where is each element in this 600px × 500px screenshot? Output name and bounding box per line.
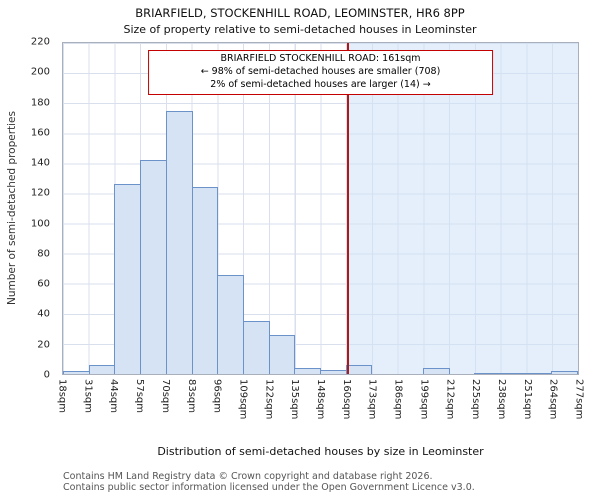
bar-251sqm	[525, 372, 553, 374]
x-tick-251sqm: 251sqm	[521, 379, 533, 420]
marker-line	[347, 43, 349, 374]
x-tick-18sqm: 18sqm	[56, 379, 68, 414]
x-tick-70sqm: 70sqm	[159, 379, 171, 414]
x-tick-186sqm: 186sqm	[392, 379, 404, 420]
x-tick-173sqm: 173sqm	[366, 379, 378, 420]
chart-subtitle: Size of property relative to semi-detach…	[123, 23, 477, 36]
annotation-line-1: BRIARFIELD STOCKENHILL ROAD: 161sqm	[220, 53, 421, 64]
x-tick-264sqm: 264sqm	[547, 379, 559, 420]
y-tick-180: 180	[30, 97, 50, 109]
y-tick-40: 40	[37, 308, 50, 320]
x-tick-labels: 18sqm 31sqm 44sqm 57sqm 70sqm 83sqm 96sqm 109sq…	[57, 379, 585, 443]
y-tick-140: 140	[30, 157, 50, 169]
x-tick-109sqm: 109sqm	[237, 379, 249, 420]
bar-160sqm	[345, 364, 373, 374]
x-tick-96sqm: 96sqm	[211, 379, 223, 414]
x-tick-238sqm: 238sqm	[495, 379, 507, 420]
bar-148sqm	[320, 369, 347, 374]
y-tick-220: 220	[30, 36, 50, 48]
footer-line-2: Contains public sector information licen…	[63, 482, 475, 494]
footer: Contains HM Land Registry data © Crown c…	[63, 471, 475, 494]
bar-44sqm	[114, 184, 142, 374]
y-tick-0: 0	[43, 369, 50, 381]
bar-57sqm	[140, 160, 167, 374]
y-tick-80: 80	[37, 248, 50, 260]
y-tick-60: 60	[37, 278, 50, 290]
x-tick-31sqm: 31sqm	[82, 379, 94, 414]
x-tick-148sqm: 148sqm	[315, 379, 326, 420]
x-tick-122sqm: 122sqm	[263, 379, 275, 420]
x-tick-225sqm: 225sqm	[470, 379, 482, 420]
bar-199sqm	[422, 367, 450, 374]
y-tick-200: 200	[30, 66, 50, 78]
bar-225sqm	[474, 372, 501, 374]
x-tick-44sqm: 44sqm	[108, 379, 120, 414]
x-tick-199sqm: 199sqm	[418, 379, 430, 420]
x-tick-212sqm: 212sqm	[444, 379, 456, 420]
y-tick-120: 120	[30, 187, 50, 199]
bar-18sqm	[63, 371, 90, 374]
bar-83sqm	[191, 187, 219, 374]
bar-264sqm	[551, 371, 579, 374]
footer-line-1: Contains HM Land Registry data © Crown c…	[63, 471, 433, 482]
bar-70sqm	[165, 110, 193, 374]
x-axis-title: Distribution of semi-detached houses by …	[157, 445, 484, 458]
y-tick-labels: 0 20 40 60 80 100 120 140 160 180 200 220	[0, 37, 56, 381]
bar-238sqm	[499, 372, 527, 374]
x-tick-277sqm: 277sqm	[573, 379, 585, 420]
bars	[63, 43, 579, 374]
y-tick-160: 160	[30, 127, 50, 139]
x-tick-160sqm: 160sqm	[340, 379, 352, 420]
chart-title: BRIARFIELD, STOCKENHILL ROAD, LEOMINSTER…	[135, 6, 465, 20]
y-tick-20: 20	[37, 339, 50, 351]
x-tick-57sqm: 57sqm	[134, 379, 146, 414]
bar-109sqm	[242, 321, 270, 374]
bar-122sqm	[268, 334, 296, 374]
shade-region	[347, 43, 578, 374]
y-tick-100: 100	[30, 218, 50, 230]
x-tick-135sqm: 135sqm	[289, 379, 301, 420]
annotation-box: BRIARFIELD STOCKENHILL ROAD: 161sqm ← 98…	[147, 50, 494, 96]
bar-96sqm	[217, 274, 244, 374]
x-tick-83sqm: 83sqm	[185, 379, 197, 414]
annotation-line-2: ← 98% of semi-detached houses are smalle…	[200, 65, 441, 77]
annotation-line-3: 2% of semi-detached houses are larger (1…	[210, 78, 431, 90]
plot-area: BRIARFIELD STOCKENHILL ROAD: 161sqm ← 98…	[62, 42, 579, 375]
bar-135sqm	[294, 367, 322, 374]
bar-31sqm	[88, 364, 116, 374]
